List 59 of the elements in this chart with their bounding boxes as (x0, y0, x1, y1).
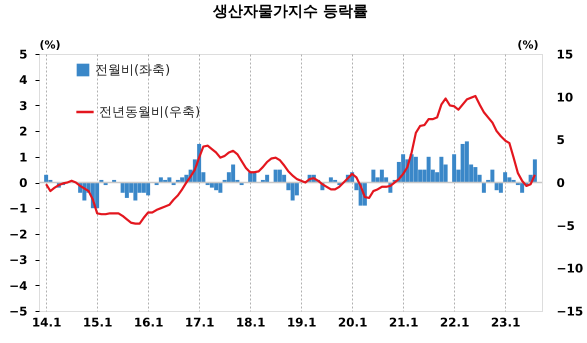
y2-tick-label: 5 (556, 133, 565, 148)
bar (278, 170, 282, 182)
x-tick-label: 16.1 (134, 316, 164, 330)
bar (218, 182, 222, 193)
x-tick-label: 18.1 (236, 316, 266, 330)
bar (460, 144, 465, 182)
x-tick-label: 23.1 (490, 316, 520, 330)
x-tick-label: 20.1 (338, 316, 368, 330)
y-tick-label: 0 (19, 176, 28, 190)
y-tick-label: −1 (9, 202, 28, 216)
bar (473, 167, 478, 182)
line-series (45, 94, 536, 225)
legend-label: 전월비(좌축) (95, 63, 170, 78)
bar (426, 156, 431, 182)
y-tick-label: −2 (9, 227, 28, 242)
y-axis-title: (%) (40, 38, 61, 52)
y-tick-label: 3 (19, 98, 28, 113)
y2-tick-label: −15 (556, 304, 584, 318)
y-tick-label: 1 (19, 150, 28, 164)
bar (124, 182, 129, 198)
bar (464, 141, 469, 182)
x-tick-label: 21.1 (388, 316, 418, 330)
bar (498, 182, 503, 193)
x-tick-label: 17.1 (184, 316, 214, 330)
y-tick-label: 2 (19, 124, 28, 139)
y2-axis-title: (%) (517, 38, 538, 52)
bar (95, 182, 100, 208)
y2-tick-label: 10 (556, 90, 574, 104)
x-tick-label: 15.1 (82, 316, 112, 330)
bar (44, 174, 48, 182)
bar (503, 172, 508, 182)
bar (380, 170, 384, 182)
legend-label: 전년동월비(우축) (99, 105, 200, 120)
bar (146, 182, 150, 196)
y-tick-label: −5 (9, 304, 28, 318)
bar (265, 174, 270, 182)
chart-title: 생산자물가지수 등락률 (212, 2, 368, 20)
bar (142, 182, 146, 193)
y2-tick-label: 0 (556, 176, 565, 190)
y-tick-label: 4 (19, 73, 28, 88)
bar (133, 182, 138, 200)
x-tick-label: 19.1 (286, 316, 316, 330)
y2-tick-label: −5 (556, 218, 575, 233)
y-tick-label: −3 (9, 253, 28, 268)
bar (414, 156, 418, 182)
bar (290, 182, 295, 200)
x-tick-label: 22.1 (440, 316, 470, 330)
bar (439, 156, 444, 182)
bar (231, 164, 236, 182)
bar (371, 170, 376, 182)
x-tick-label: 14.1 (32, 316, 62, 330)
y-tick-label: −4 (9, 278, 28, 293)
bar (274, 170, 278, 182)
bar (482, 182, 486, 193)
y2-tick-label: −10 (556, 262, 584, 276)
y2-tick-label: 15 (556, 48, 574, 62)
bar (490, 170, 494, 182)
bar (452, 154, 456, 182)
y-tick-label: 5 (19, 48, 28, 62)
